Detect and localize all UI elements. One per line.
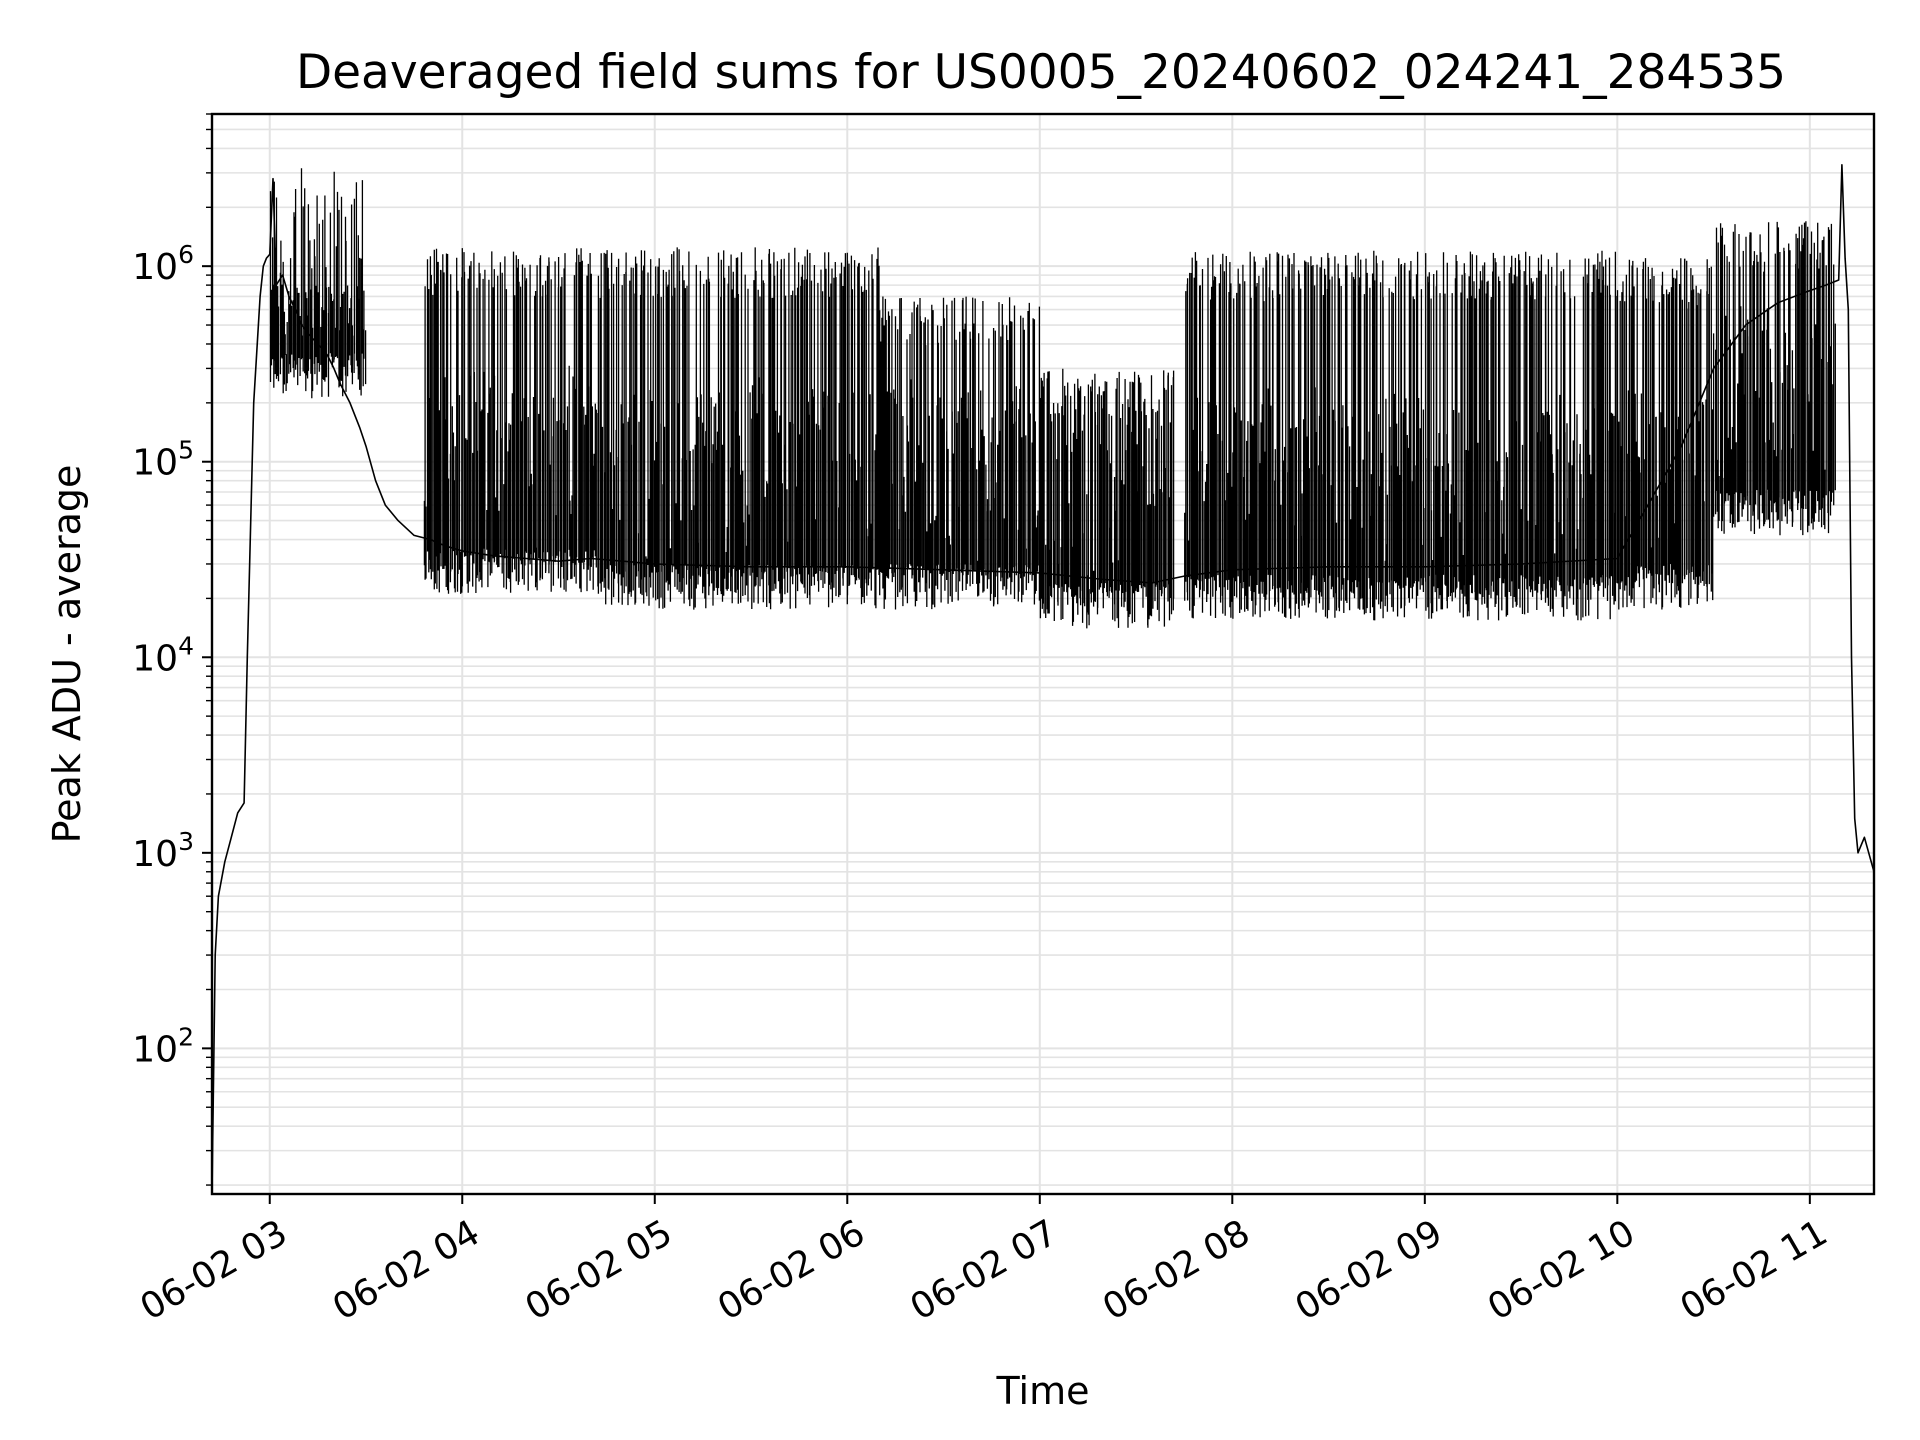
y-tick-exponent: 4 <box>178 631 194 660</box>
y-tick-label: 105 <box>132 436 194 484</box>
x-axis-label: Time <box>996 1369 1090 1413</box>
y-tick-base: 10 <box>132 247 178 288</box>
y-tick-exponent: 3 <box>178 827 194 856</box>
series-spikes <box>423 248 597 594</box>
plot-frame <box>210 112 1876 1196</box>
y-tick-exponent: 6 <box>178 240 194 269</box>
y-tick-base: 10 <box>132 1029 178 1070</box>
chart-title: Deaveraged field sums for US0005_2024060… <box>296 45 1786 100</box>
y-axis-label: Peak ADU - average <box>45 465 89 844</box>
y-tick-base: 10 <box>132 834 178 875</box>
series-spikes <box>597 247 880 610</box>
y-tick-exponent: 5 <box>178 436 194 465</box>
series-spikes <box>879 296 1041 610</box>
y-tick-label: 106 <box>132 240 194 288</box>
y-tick-exponent: 2 <box>178 1022 194 1051</box>
series-spikes <box>1712 221 1836 536</box>
series-spikes <box>1039 368 1175 629</box>
series-spikes <box>1616 258 1714 610</box>
y-tick-label: 103 <box>132 827 194 875</box>
y-tick-base: 10 <box>132 638 178 679</box>
y-tick-label: 104 <box>132 631 194 679</box>
series-spikes <box>269 168 367 399</box>
y-tick-base: 10 <box>132 443 178 484</box>
y-tick-label: 102 <box>132 1022 194 1070</box>
series-layer <box>211 164 1875 1195</box>
series-spikes <box>1184 250 1618 621</box>
